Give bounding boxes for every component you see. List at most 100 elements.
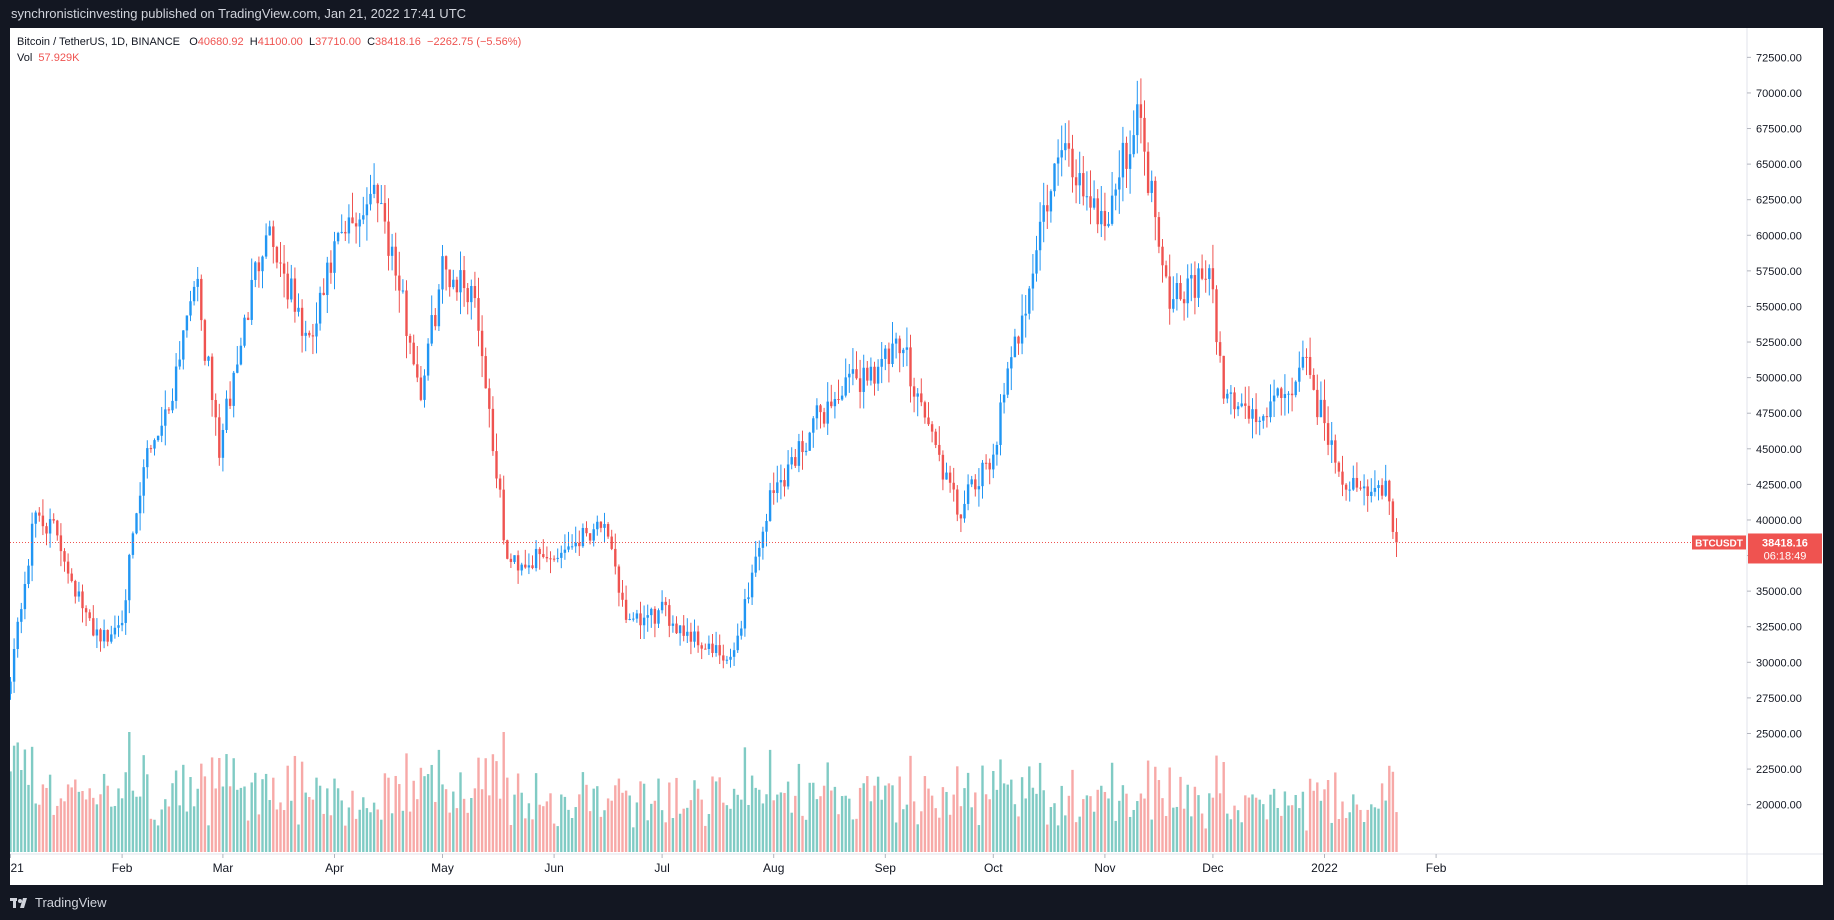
volume-bar [1128,816,1132,852]
symbol-price-tag[interactable] [1692,535,1746,550]
volume-bar [1334,772,1337,852]
volume-bar [1096,789,1099,852]
time-tick-label: Feb [112,861,133,875]
candle-body [1258,420,1261,423]
candle-body [275,246,279,263]
candle-body [1024,313,1027,316]
candle-body [20,609,23,622]
last-price-label: 38418.16 [1762,537,1808,549]
volume-bar [837,814,840,852]
price-tick-label: 70000.00 [1756,88,1802,100]
price-chart[interactable]: 72500.00 70000.00 67500.00 65000.00 62500.00… [10,28,1823,885]
candle-body [840,395,844,400]
volume-bar [1247,797,1251,852]
volume-bar [315,777,318,852]
candle-body [419,377,423,400]
tradingview-logo[interactable]: TradingView [10,885,107,920]
candle-body [1380,485,1384,496]
candle-body [1254,409,1258,423]
volume-bar [808,782,811,852]
candle-body [246,317,250,320]
candle-body [390,246,394,256]
candle-body [945,472,948,480]
volume-bar [650,803,653,852]
candle-body [963,503,966,519]
volume-bar [624,790,628,852]
symbol-label[interactable]: Bitcoin / TetherUS, 1D, BINANCE [17,36,181,48]
high-label: H [249,36,258,48]
candle-body [459,270,462,293]
volume-bar [1283,791,1287,852]
candle-body [333,241,336,273]
volume-bar [1089,796,1092,852]
candle-body [668,605,671,626]
candle-body [56,520,59,536]
volume-bar [30,746,34,852]
volume-bar [1136,801,1139,852]
volume-bar [304,792,307,852]
volume-bar [1168,767,1171,852]
volume-bar [1269,794,1272,852]
volume-bar [1031,787,1035,852]
volume-bar [696,788,700,852]
candle-body [412,342,415,365]
volume-bar [120,798,124,852]
volume-bar [102,773,106,852]
volume-bar [1395,812,1398,852]
candle-body [117,625,120,628]
candle-body [776,482,779,494]
volume-bar [1323,789,1326,852]
volume-bar [758,789,761,852]
published-text: synchronisticinvesting published on Trad… [11,6,467,21]
volume-bar [52,814,55,852]
volume-bar [480,789,484,852]
candle-body [736,635,739,651]
candle-body [318,292,322,324]
candle-body [992,454,995,470]
low-value: 37710.00 [315,36,361,48]
candle-body [110,634,113,642]
volume-bar [1244,795,1247,852]
chart-panel[interactable]: 72500.00 70000.00 67500.00 65000.00 62500.00… [10,28,1823,885]
candle-body [1226,393,1229,399]
candle-body [1265,416,1269,418]
candle-body [286,273,289,300]
volume-bar [444,789,448,852]
volume-bar [736,794,739,852]
candle-body [1193,275,1197,298]
candle-body [822,412,826,424]
candle-body [923,402,927,418]
candle-body [52,519,55,521]
volume-bar [502,732,505,852]
volume-bar [225,754,228,852]
volume-bar [1330,822,1333,852]
volume-bar [549,793,552,852]
volume-bar [203,776,207,852]
candle-body [462,270,466,289]
volume-bar [1172,807,1175,852]
volume-bar [498,798,502,852]
candle-body [264,235,268,257]
candle-body [520,564,523,571]
candle-body [952,482,955,490]
volume-bar [398,784,401,852]
candle-body [1182,299,1186,304]
candle-body [1161,246,1164,266]
volume-bar [754,787,757,852]
candle-body [531,565,534,569]
volume-bar [336,788,340,852]
price-tick-label: 52500.00 [1756,337,1802,349]
candle-body [1186,278,1189,304]
volume-bar [707,814,711,852]
volume-bar [1370,804,1373,852]
vol-label: Vol [17,52,33,64]
candle-body [956,489,959,515]
volume-bar [1085,795,1089,852]
volume-bar [927,788,930,852]
candle-body [948,472,952,483]
candle-body [92,618,95,636]
candle-body [34,512,37,524]
volume-bar [362,797,365,852]
volume-bar [178,805,181,852]
volume-bar [682,808,685,852]
